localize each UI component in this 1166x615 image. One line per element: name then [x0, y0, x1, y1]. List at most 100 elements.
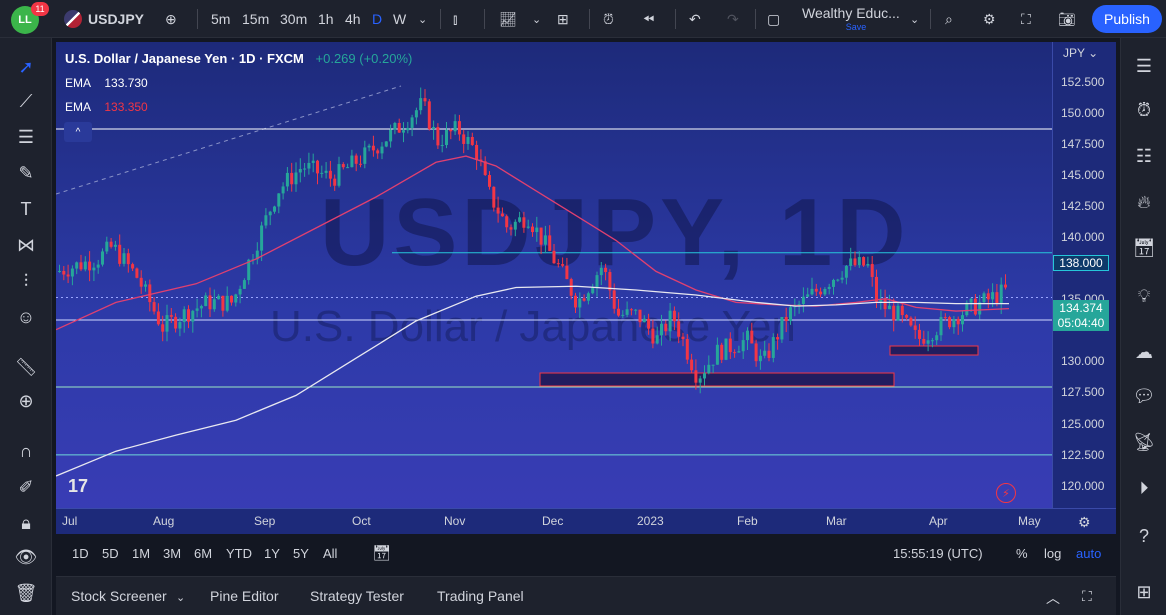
symbol-search[interactable]: USDJPY [64, 0, 144, 38]
price-axis[interactable]: JPY ⌄ 152.500 150.000 147.500 145.000 142.50… [1052, 42, 1116, 508]
resistance-price-tag[interactable]: 138.000 [1053, 255, 1109, 271]
ruler-icon[interactable]: 📏︎ [14, 356, 38, 377]
range-all[interactable]: All [323, 546, 338, 561]
search-icon[interactable]: ⌕ [945, 10, 953, 27]
trash-icon[interactable]: 🗑︎ [14, 582, 38, 603]
range-ytd[interactable]: YTD [226, 546, 252, 561]
range-1m[interactable]: 1M [132, 546, 151, 561]
ema-fast-legend[interactable]: EMA 133.730 [65, 76, 148, 90]
chart-pane[interactable]: USDJPY, 1D U.S. Dollar / Japanese Yen U.… [56, 42, 1116, 534]
text-icon[interactable]: T [20, 198, 32, 219]
candles-chart-type-icon[interactable]: ⫾ [453, 10, 458, 27]
redo-icon[interactable]: ↷ [727, 10, 739, 27]
cursor-icon[interactable]: ➚ [18, 56, 34, 77]
interval-1h[interactable]: 1h [318, 11, 334, 27]
alerts-clock-icon[interactable]: ⏰︎ [1136, 99, 1152, 120]
fullscreen-icon[interactable]: ⛶ [1021, 10, 1031, 27]
fib-retracement-icon[interactable]: ☰ [17, 126, 35, 147]
candle-body [991, 292, 995, 300]
range-5y[interactable]: 5Y [293, 546, 309, 561]
tradingview-logo[interactable]: 17 [68, 476, 89, 496]
calendar-icon[interactable]: 📅︎ [1132, 237, 1156, 258]
currency-selector[interactable]: JPY ⌄ [1063, 46, 1099, 60]
price-label: 142.500 [1061, 199, 1105, 213]
go-to-date-icon[interactable]: 📅︎ [372, 545, 392, 562]
layout-name[interactable]: Wealthy Educ... Save [802, 5, 910, 32]
range-1y[interactable]: 1Y [264, 546, 280, 561]
lightning-icon[interactable]: ⚡︎ [996, 483, 1016, 503]
settings-gear-icon[interactable]: ⚙︎ [983, 10, 996, 27]
magnet-icon[interactable]: ∩ [19, 440, 33, 461]
interval-5m[interactable]: 5m [211, 11, 231, 27]
interval-w[interactable]: W [393, 11, 407, 27]
data-window-icon[interactable]: ☷ [1135, 145, 1153, 166]
candle-body [978, 302, 982, 315]
compare-add-icon[interactable]: ⊕ [165, 10, 177, 27]
range-5d[interactable]: 5D [102, 546, 119, 561]
streams-icon[interactable]: ☁︎ [1135, 341, 1153, 362]
publish-button[interactable]: Publish [1092, 5, 1162, 33]
watchlist-icon[interactable]: ☰ [1135, 55, 1153, 76]
ema-slow-legend[interactable]: EMA 133.350 [65, 100, 148, 114]
candle-body [432, 127, 436, 130]
candle-body [625, 309, 629, 315]
brush-icon[interactable]: ✎ [18, 162, 34, 183]
alert-icon[interactable]: ⏰︎ [603, 10, 614, 27]
tab-stock-screener[interactable]: Stock Screener [71, 588, 167, 604]
indicators-chevron-icon[interactable]: ⌄ [532, 13, 542, 26]
visibility-eye-icon[interactable]: 👁︎ [14, 546, 38, 567]
lock-icon[interactable]: 🔒︎ [21, 512, 31, 533]
percent-toggle[interactable]: % [1016, 546, 1028, 561]
zoom-in-icon[interactable]: ⊕ [18, 390, 34, 411]
playback-icon[interactable]: ⏵ [1139, 477, 1149, 498]
candle-body [406, 127, 410, 131]
tab-trading-panel[interactable]: Trading Panel [437, 588, 524, 604]
interval-4h[interactable]: 4h [345, 11, 361, 27]
emoji-icon[interactable]: ☺ [16, 306, 36, 327]
interval-dropdown-chevron-icon[interactable]: ⌄ [418, 13, 428, 26]
candle-body [849, 258, 853, 266]
layout-chevron-icon[interactable]: ⌄ [910, 13, 920, 26]
stay-in-drawing-icon[interactable]: ✐ [18, 476, 34, 497]
snapshot-camera-icon[interactable]: 📷︎ [1058, 10, 1076, 27]
panel-maximize-icon[interactable]: ⛶ [1082, 588, 1092, 604]
range-1d[interactable]: 1D [72, 546, 89, 561]
chats-icon[interactable]: 💬︎ [1132, 385, 1156, 406]
templates-grid-icon[interactable]: ⊞ [557, 10, 569, 27]
screener-chevron-icon[interactable]: ⌄ [176, 592, 186, 604]
log-toggle[interactable]: log [1044, 546, 1062, 561]
replay-icon[interactable]: ⏪︎ [643, 10, 655, 27]
auto-toggle[interactable]: auto [1076, 546, 1102, 561]
indicators-icon[interactable]: 📈︎ [499, 10, 517, 27]
price-chart-svg[interactable] [56, 42, 1052, 508]
hotlists-flame-icon[interactable]: 🔥︎ [1137, 191, 1151, 212]
panel-expand-chevron-icon[interactable]: ︿ [1046, 590, 1060, 606]
undo-icon[interactable]: ↶ [689, 10, 701, 27]
time-axis[interactable]: ⚙︎ Jul Aug Sep Oct Nov Dec 2023 Feb Mar Apr May [56, 508, 1116, 534]
utc-clock[interactable]: 15:55:19 (UTC) [893, 546, 983, 561]
last-price-tag[interactable]: 134.374 [1053, 300, 1109, 316]
pattern-icon[interactable]: ⋈ [17, 234, 35, 255]
interval-30m[interactable]: 30m [280, 11, 308, 27]
range-6m[interactable]: 6M [194, 546, 213, 561]
help-icon[interactable]: ? [1138, 525, 1149, 546]
range-3m[interactable]: 3M [163, 546, 182, 561]
candle-body [393, 123, 397, 130]
interval-d[interactable]: D [372, 11, 383, 27]
candle-body [346, 167, 350, 169]
layout-save-label[interactable]: Save [845, 22, 867, 32]
candle-body [642, 318, 646, 323]
tab-pine-editor[interactable]: Pine Editor [210, 588, 279, 604]
axis-settings-gear-icon[interactable]: ⚙︎ [1078, 514, 1091, 530]
legend-collapse-button[interactable]: ^ [64, 122, 92, 142]
ideas-lightbulb-icon[interactable]: 💡︎ [1137, 285, 1151, 306]
signals-icon[interactable]: 📡︎ [1132, 431, 1156, 452]
candle-body [582, 298, 586, 301]
layout-square-icon[interactable]: ▢ [767, 10, 781, 27]
tab-strategy-tester[interactable]: Strategy Tester [310, 588, 404, 604]
trend-line-icon[interactable]: ⟋ [19, 90, 33, 111]
interval-15m[interactable]: 15m [242, 11, 270, 27]
apps-grid-icon[interactable]: ⊞ [1136, 581, 1152, 602]
prediction-icon[interactable]: ⫶ [23, 270, 29, 291]
candle-body [96, 264, 100, 268]
